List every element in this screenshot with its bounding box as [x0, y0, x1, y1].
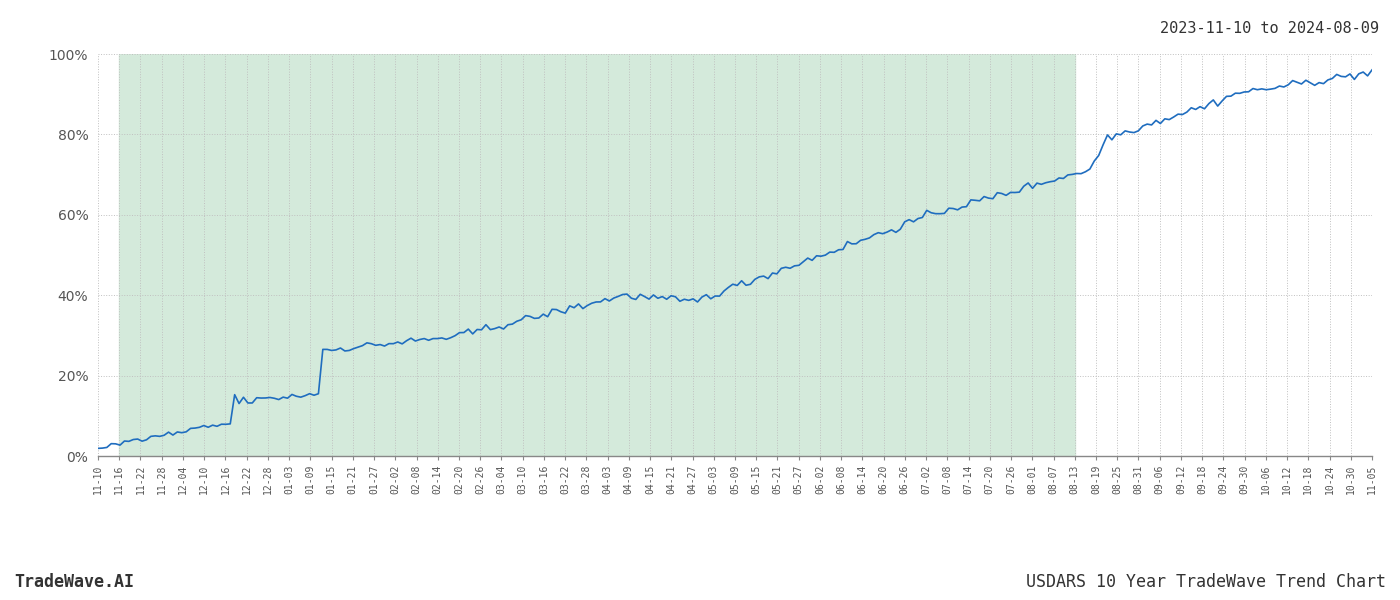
Text: USDARS 10 Year TradeWave Trend Chart: USDARS 10 Year TradeWave Trend Chart	[1026, 573, 1386, 591]
Bar	[119, 54, 1075, 456]
Text: 2023-11-10 to 2024-08-09: 2023-11-10 to 2024-08-09	[1161, 21, 1379, 36]
Text: TradeWave.AI: TradeWave.AI	[14, 573, 134, 591]
